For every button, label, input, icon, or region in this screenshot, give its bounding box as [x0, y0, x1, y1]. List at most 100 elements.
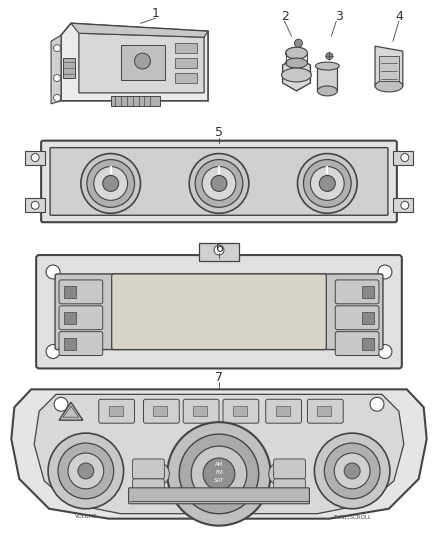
FancyBboxPatch shape	[99, 399, 134, 423]
Circle shape	[94, 166, 127, 200]
FancyBboxPatch shape	[41, 141, 397, 222]
FancyBboxPatch shape	[335, 306, 379, 330]
Bar	[120, 45, 165, 80]
Circle shape	[179, 434, 259, 514]
Circle shape	[214, 245, 224, 255]
Circle shape	[324, 443, 380, 499]
Text: 6: 6	[215, 241, 223, 255]
FancyBboxPatch shape	[144, 399, 179, 423]
Polygon shape	[318, 66, 337, 91]
Bar	[318, 406, 331, 416]
Circle shape	[134, 53, 150, 69]
FancyBboxPatch shape	[59, 280, 103, 304]
FancyBboxPatch shape	[129, 488, 309, 504]
Circle shape	[274, 467, 288, 481]
Bar	[175, 73, 197, 83]
Ellipse shape	[318, 86, 337, 96]
FancyBboxPatch shape	[223, 399, 259, 423]
Circle shape	[58, 443, 114, 499]
Ellipse shape	[286, 47, 307, 59]
Circle shape	[326, 53, 333, 60]
Polygon shape	[34, 394, 404, 514]
Bar	[175, 43, 197, 53]
Bar	[233, 406, 247, 416]
Bar	[64, 337, 76, 350]
Text: 2: 2	[281, 10, 289, 23]
Bar	[25, 151, 45, 165]
Bar	[199, 243, 239, 261]
Text: AM: AM	[215, 462, 223, 467]
Text: SAT: SAT	[214, 478, 224, 483]
Polygon shape	[61, 23, 208, 101]
Circle shape	[378, 265, 392, 279]
FancyBboxPatch shape	[266, 399, 301, 423]
Polygon shape	[59, 402, 83, 420]
Circle shape	[150, 467, 164, 481]
Circle shape	[314, 433, 390, 508]
Circle shape	[211, 175, 227, 191]
Circle shape	[202, 166, 236, 200]
Circle shape	[297, 154, 357, 213]
Polygon shape	[11, 389, 427, 519]
Bar	[379, 56, 399, 81]
Circle shape	[46, 345, 60, 359]
Circle shape	[294, 39, 303, 47]
Circle shape	[87, 159, 134, 207]
Ellipse shape	[286, 58, 307, 68]
Bar	[109, 406, 123, 416]
Ellipse shape	[282, 68, 311, 82]
Circle shape	[304, 159, 351, 207]
FancyBboxPatch shape	[307, 399, 343, 423]
Text: 7: 7	[215, 371, 223, 384]
Text: 5: 5	[215, 126, 223, 139]
Polygon shape	[51, 35, 61, 104]
Circle shape	[203, 458, 235, 490]
Circle shape	[344, 463, 360, 479]
Circle shape	[53, 94, 60, 101]
FancyBboxPatch shape	[335, 280, 379, 304]
FancyBboxPatch shape	[59, 306, 103, 330]
Bar	[362, 337, 374, 350]
FancyBboxPatch shape	[274, 459, 305, 479]
Circle shape	[195, 159, 243, 207]
Polygon shape	[283, 57, 311, 91]
Circle shape	[78, 463, 94, 479]
FancyBboxPatch shape	[133, 479, 164, 499]
Polygon shape	[71, 23, 208, 37]
Circle shape	[46, 265, 60, 279]
Circle shape	[31, 154, 39, 161]
Bar	[153, 406, 167, 416]
Circle shape	[370, 397, 384, 411]
FancyBboxPatch shape	[183, 399, 219, 423]
Circle shape	[145, 462, 170, 486]
FancyBboxPatch shape	[36, 255, 402, 368]
Text: FM: FM	[215, 470, 223, 475]
Circle shape	[401, 201, 409, 209]
Circle shape	[189, 154, 249, 213]
Circle shape	[48, 433, 124, 508]
Bar	[362, 286, 374, 298]
Text: VOLUME: VOLUME	[74, 514, 97, 519]
Bar	[111, 96, 160, 106]
Circle shape	[53, 45, 60, 52]
FancyBboxPatch shape	[50, 148, 388, 215]
FancyBboxPatch shape	[112, 274, 326, 350]
Circle shape	[378, 345, 392, 359]
Bar	[64, 312, 76, 324]
Bar	[25, 198, 45, 212]
Circle shape	[311, 166, 344, 200]
Polygon shape	[79, 33, 204, 93]
Circle shape	[103, 175, 119, 191]
FancyBboxPatch shape	[133, 459, 164, 479]
Circle shape	[334, 453, 370, 489]
Text: TUNE/SCROLL: TUNE/SCROLL	[333, 514, 371, 519]
FancyBboxPatch shape	[274, 479, 305, 499]
Text: 4: 4	[395, 10, 403, 23]
Ellipse shape	[375, 80, 403, 92]
Text: 1: 1	[152, 7, 159, 20]
Circle shape	[319, 175, 335, 191]
Bar	[393, 198, 413, 212]
Text: 3: 3	[336, 10, 343, 23]
Polygon shape	[375, 46, 403, 86]
FancyBboxPatch shape	[59, 332, 103, 356]
